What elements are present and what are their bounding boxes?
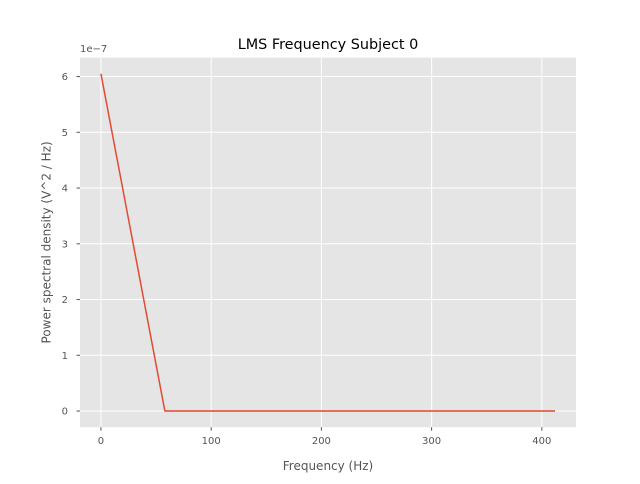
y-tick-label-1: 1 [62,351,68,362]
y-tick-label-3: 3 [62,239,68,250]
y-axis-ticks: 0 1 2 3 4 5 6 [62,72,80,418]
x-axis-label: Frequency (Hz) [283,459,374,473]
series-layer [100,73,556,412]
x-tick-label-0: 0 [98,436,104,447]
y-axis-label: Power spectral density (V^2 / Hz) [40,141,54,343]
plot-area [80,57,576,428]
series-line-0 [100,73,556,412]
y-tick-label-4: 4 [62,184,68,195]
y-tick-label-2: 2 [62,295,68,306]
y-tick-label-5: 5 [62,128,68,139]
grid-lines [80,57,576,428]
x-tick-label-200: 200 [312,436,331,447]
x-tick-label-300: 300 [422,436,441,447]
y-tick-label-6: 6 [62,72,68,83]
chart-title: LMS Frequency Subject 0 [238,37,419,53]
x-axis-ticks: 0 100 200 300 400 [98,427,551,447]
y-tick-label-0: 0 [62,407,68,418]
x-tick-label-100: 100 [202,436,221,447]
x-tick-label-400: 400 [532,436,551,447]
y-axis-offset-label: 1e−7 [80,44,107,55]
